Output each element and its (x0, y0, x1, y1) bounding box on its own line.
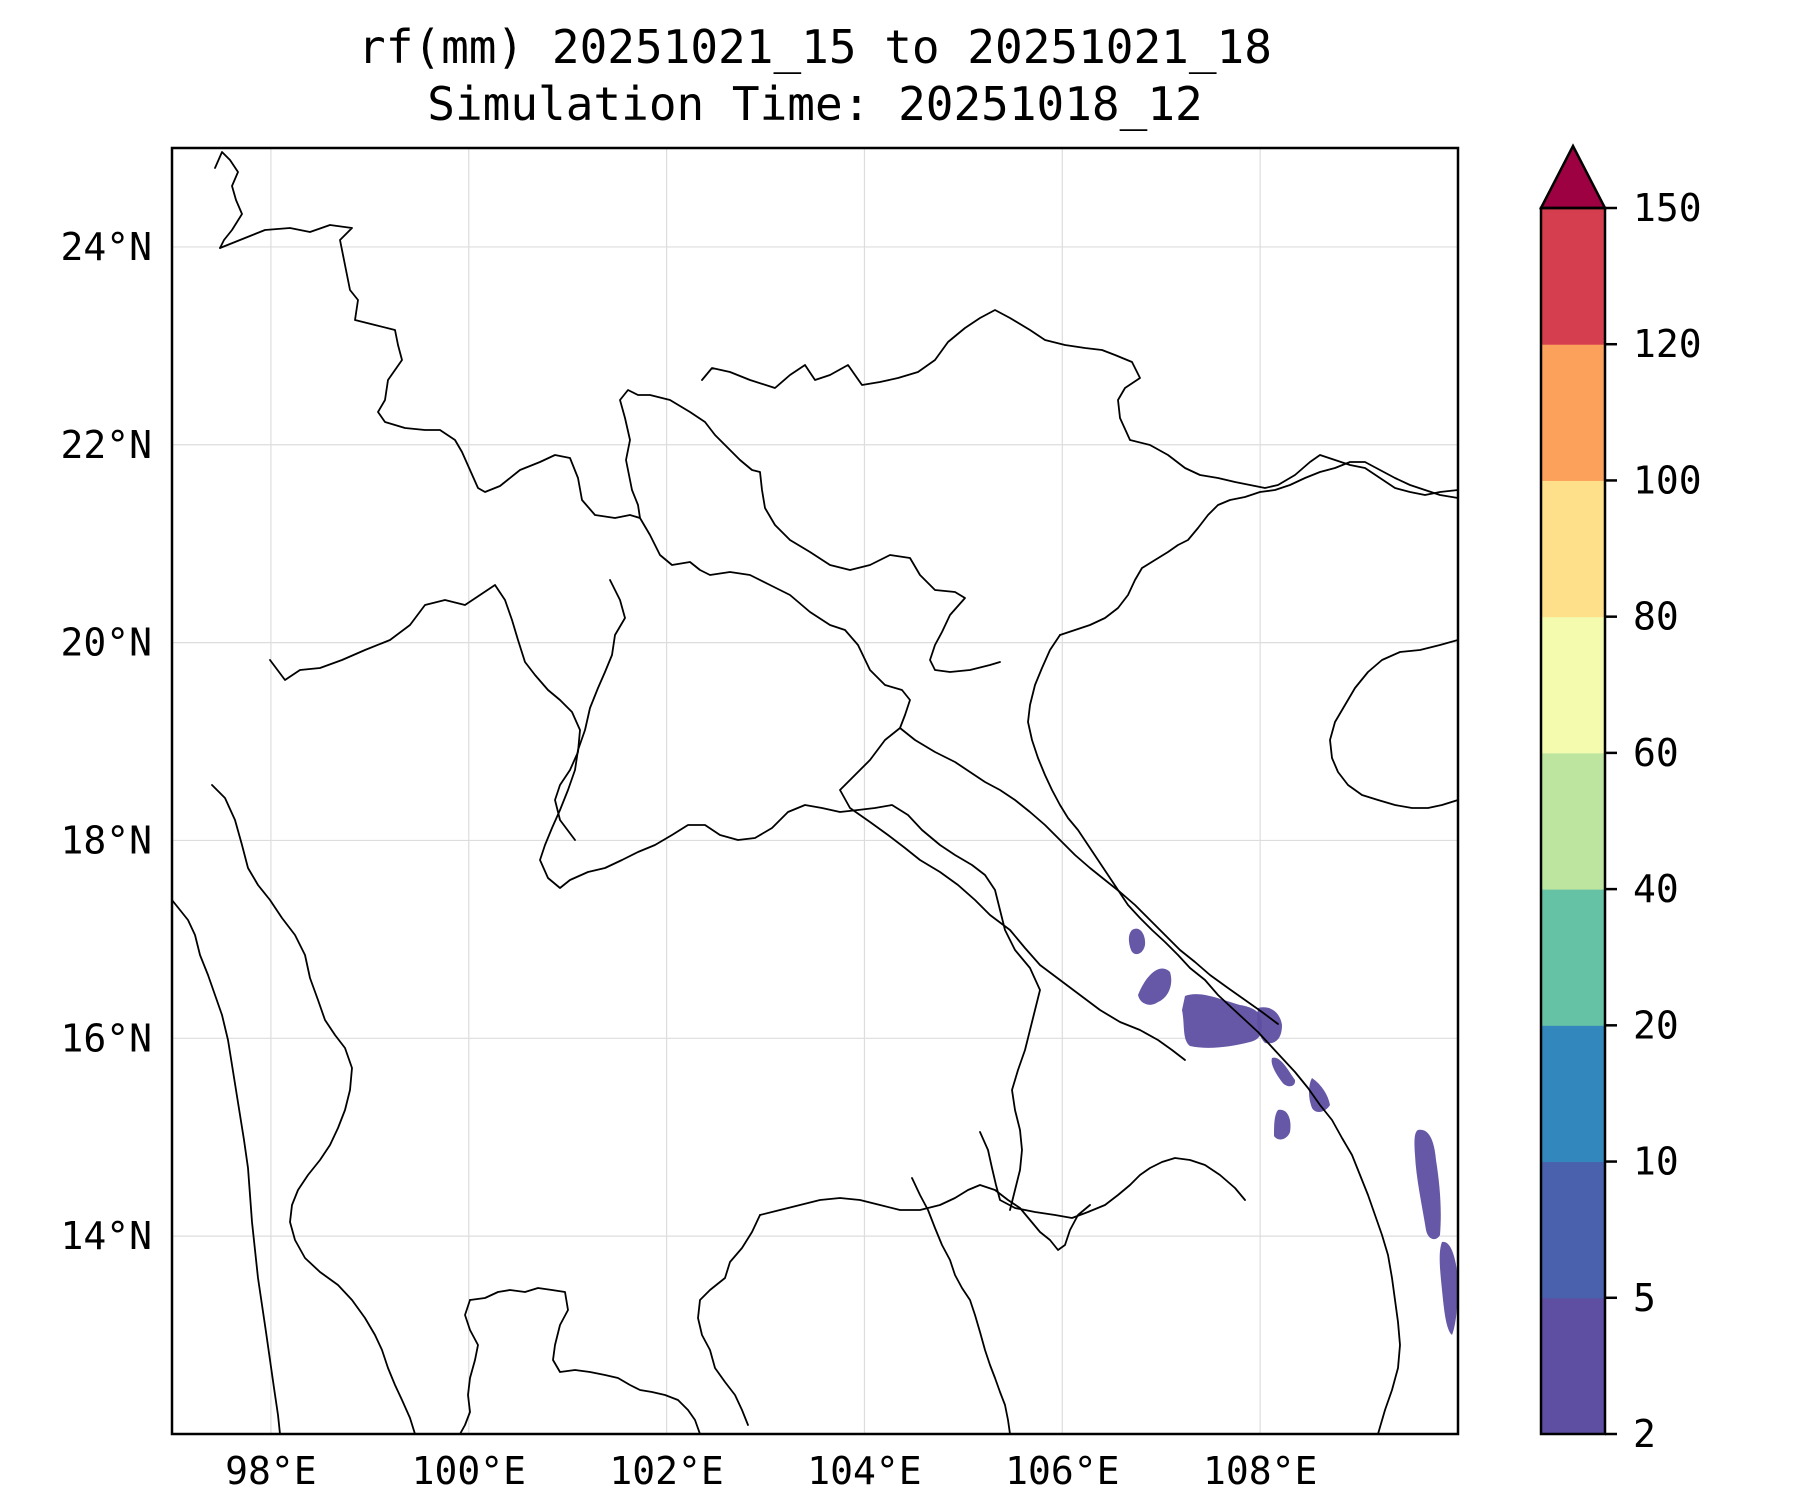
rain-patch (1128, 928, 1146, 955)
lon-tick-label: 98°E (225, 1449, 317, 1493)
map-area (170, 146, 1460, 1436)
lon-tick-label: 104°E (807, 1449, 921, 1493)
colorbar-tick-label: 2 (1633, 1412, 1656, 1456)
colorbar-tick-label: 150 (1633, 186, 1702, 230)
rain-patch (1439, 1241, 1458, 1335)
colorbar-tick-label: 5 (1633, 1276, 1656, 1320)
border-line (211, 784, 416, 1434)
colorbar-frame (1539, 206, 1607, 1436)
coast-line (214, 151, 243, 249)
rainfall-shading (1128, 928, 1458, 1335)
rain-patch (1274, 1109, 1291, 1140)
colorbar-tick-label: 10 (1633, 1140, 1679, 1184)
lon-tick-label: 102°E (609, 1449, 723, 1493)
coast-line (172, 899, 281, 1434)
lon-tick-label: 108°E (1203, 1449, 1317, 1493)
rain-patch (1309, 1078, 1330, 1112)
border-line (701, 309, 1458, 496)
colorbar-extend-arrow (1538, 143, 1608, 210)
map-frame (170, 146, 1460, 1436)
gridlines (172, 148, 1458, 1434)
colorbar-segment (1541, 480, 1605, 618)
colorbar-segment (1541, 752, 1605, 890)
border-line (459, 1299, 479, 1434)
colorbar-tick-label: 20 (1633, 1003, 1679, 1047)
colorbar-tick-label: 60 (1633, 731, 1679, 775)
lat-tick-label: 16°N (60, 1016, 152, 1060)
border-line (469, 1287, 701, 1434)
border-line (899, 727, 1279, 1025)
border-line (639, 517, 1186, 1061)
border-line (697, 1214, 761, 1426)
colorbar-segment (1541, 1297, 1605, 1435)
coastline (172, 151, 1458, 1434)
rain-patch (1138, 968, 1172, 1005)
longitude-tick-labels: 98°E 100°E 102°E 104°E 106°E 108°E (225, 1449, 1317, 1493)
coast-line (1027, 634, 1401, 1434)
chart-subtitle: Simulation Time: 20251018_12 (427, 77, 1202, 131)
colorbar-tick-label: 120 (1633, 322, 1702, 366)
colorbar-segment (1541, 208, 1605, 345)
lat-tick-label: 24°N (60, 225, 152, 269)
border-line (219, 224, 1001, 673)
colorbar-tick-label: 100 (1633, 458, 1702, 502)
colorbar-tick-label: 80 (1633, 595, 1679, 639)
border-line (539, 579, 1041, 1211)
colorbar-segment (1541, 1161, 1605, 1299)
colorbar-segment (1541, 889, 1605, 1026)
coast-line (1059, 461, 1458, 636)
rain-patch (1257, 1007, 1282, 1044)
coast-line (911, 1177, 1011, 1434)
lat-tick-label: 22°N (60, 423, 152, 467)
colorbar-segment (1541, 1025, 1605, 1163)
lon-tick-label: 100°E (412, 1449, 526, 1493)
lat-tick-label: 14°N (60, 1214, 152, 1258)
colorbar: 2 5 10 20 40 60 80 100 120 150 (1538, 143, 1702, 1456)
coast-line (1329, 639, 1458, 809)
colorbar-tick-label: 40 (1633, 867, 1679, 911)
rain-patch (1271, 1057, 1296, 1087)
lat-tick-label: 20°N (60, 621, 152, 665)
lon-tick-label: 106°E (1005, 1449, 1119, 1493)
rain-patch (1414, 1129, 1441, 1240)
rain-patch (1182, 994, 1262, 1048)
colorbar-segment (1541, 344, 1605, 481)
border-line (759, 1184, 1091, 1251)
border-line (269, 584, 581, 841)
map-background (172, 148, 1458, 1434)
chart-title: rf(mm) 20251021_15 to 20251021_18 (358, 20, 1272, 74)
latitude-tick-labels: 24°N 22°N 20°N 18°N 16°N 14°N (60, 225, 152, 1258)
lat-tick-label: 18°N (60, 818, 152, 862)
country-borders (211, 224, 1458, 1434)
colorbar-segment (1541, 616, 1605, 754)
